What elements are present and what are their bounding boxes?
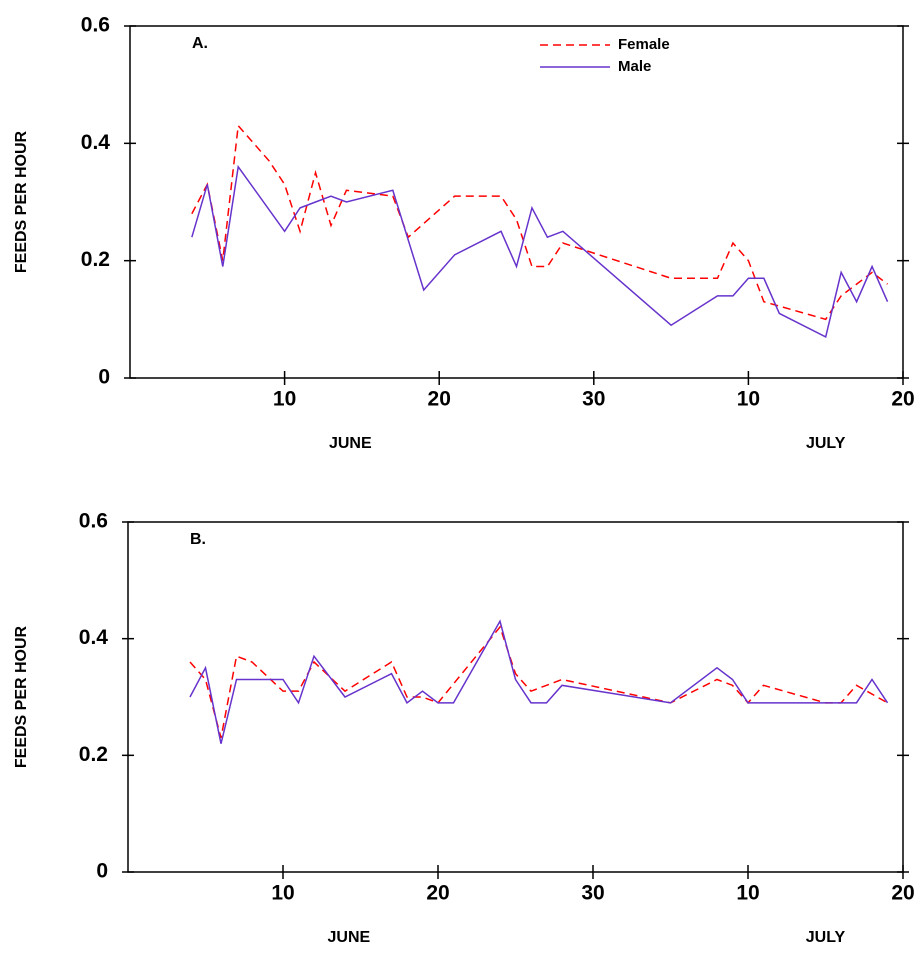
- x-tick-label: 30: [582, 388, 605, 411]
- month-label: JULY: [806, 435, 846, 452]
- y-tick-label: 0: [96, 860, 108, 883]
- y-tick-label: 0.2: [79, 743, 108, 766]
- x-tick-label: 10: [273, 388, 296, 411]
- x-tick-label: 30: [581, 882, 604, 905]
- panel-label: A.: [192, 35, 208, 52]
- x-tick-label: 20: [428, 388, 451, 411]
- plot-frame: [129, 25, 904, 379]
- series-line: [189, 625, 888, 739]
- legend-label: Male: [618, 58, 651, 75]
- y-tick-label: 0: [98, 366, 110, 389]
- y-tick-label: 0.2: [81, 248, 110, 271]
- plot-frame: [127, 521, 904, 873]
- y-axis-label: FEEDS PER HOUR: [13, 130, 30, 273]
- month-label: JUNE: [328, 929, 371, 946]
- y-axis-label: FEEDS PER HOUR: [13, 625, 30, 768]
- y-tick-label: 0.4: [79, 626, 109, 649]
- x-tick-label: 10: [271, 882, 294, 905]
- x-tick-label: 20: [891, 882, 914, 905]
- y-tick-label: 0.6: [81, 14, 110, 37]
- series-line: [191, 123, 888, 321]
- panel-label: B.: [190, 531, 206, 548]
- y-tick-label: 0.4: [81, 131, 111, 154]
- x-tick-label: 10: [737, 388, 760, 411]
- legend-label: Female: [618, 36, 670, 53]
- y-tick-label: 0.6: [79, 510, 108, 533]
- month-label: JULY: [806, 929, 846, 946]
- series-line: [191, 164, 889, 339]
- x-tick-label: 10: [736, 882, 759, 905]
- x-tick-label: 20: [891, 388, 914, 411]
- series-line: [189, 619, 889, 744]
- x-tick-label: 20: [426, 882, 449, 905]
- month-label: JUNE: [329, 435, 372, 452]
